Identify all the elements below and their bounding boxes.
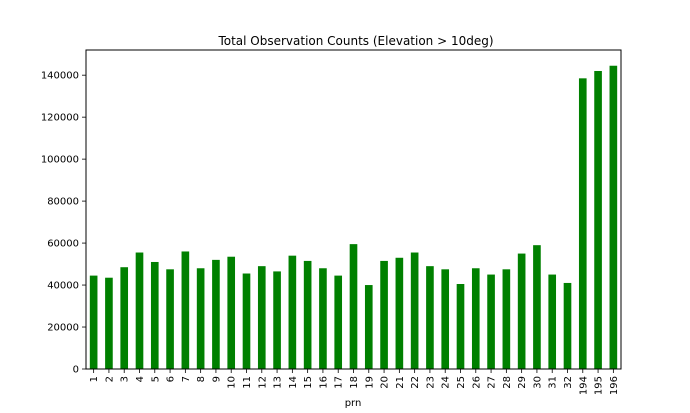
bar-prn-12 [257, 266, 266, 369]
bar-prn-10 [227, 256, 236, 369]
x-tick-label: 1 [89, 376, 100, 382]
bar-prn-194 [578, 78, 587, 369]
y-axis: 0 20000 40000 60000 80000 100000 120000 140000 [41, 71, 86, 376]
x-tick-label: 16 [318, 376, 329, 389]
bar-prn-195 [594, 70, 602, 370]
bar-prn-9 [212, 259, 220, 369]
bar-prn-8 [196, 268, 205, 369]
x-tick-label: 11 [242, 376, 253, 389]
bar-prn-26 [471, 268, 480, 369]
bar-prn-20 [380, 260, 388, 369]
x-tick-label: 20 [380, 376, 391, 389]
bar-prn-27 [487, 274, 495, 369]
x-tick-label: 29 [517, 376, 528, 389]
bar-prn-13 [273, 271, 281, 369]
x-tick-label: 19 [364, 376, 375, 389]
bar-prn-7 [181, 251, 190, 369]
x-tick-label: 5 [150, 376, 161, 382]
x-tick-label: 30 [532, 376, 543, 389]
x-tick-label: 14 [288, 376, 299, 389]
x-tick-label: 32 [563, 376, 574, 389]
x-tick-label: 28 [502, 376, 513, 389]
x-tick-label: 13 [273, 376, 284, 389]
x-tick-label: 8 [196, 376, 207, 382]
plot-frame [85, 49, 622, 370]
x-tick-label: 23 [425, 376, 436, 389]
x-tick-label: 25 [456, 376, 467, 389]
bar-prn-16 [319, 268, 327, 369]
bar-prn-5 [150, 261, 159, 369]
y-tick-label: 20000 [47, 323, 79, 334]
x-tick-label: 15 [303, 376, 314, 389]
x-tick-label: 31 [548, 376, 559, 389]
y-tick-label: 60000 [47, 239, 79, 250]
bars-group [89, 65, 618, 370]
x-tick-label: 27 [487, 376, 498, 389]
bar-prn-1 [89, 275, 98, 369]
bar-prn-19 [364, 285, 373, 369]
bar-prn-28 [502, 269, 511, 369]
bar-prn-29 [517, 253, 526, 369]
x-tick-label: 24 [441, 376, 452, 389]
y-tick-label: 100000 [41, 155, 79, 166]
bar-prn-25 [456, 284, 465, 369]
bar-prn-6 [166, 269, 174, 369]
y-tick-label: 120000 [41, 113, 79, 124]
x-tick-label: 21 [395, 376, 406, 389]
x-tick-label: 196 [609, 376, 620, 395]
x-tick-label: 9 [211, 376, 222, 382]
bar-prn-31 [548, 274, 557, 369]
x-tick-label: 18 [349, 376, 360, 389]
x-tick-label: 12 [257, 376, 268, 389]
bar-prn-21 [395, 257, 404, 369]
x-tick-label: 17 [334, 376, 345, 389]
bar-prn-24 [441, 269, 450, 369]
x-tick-label: 6 [166, 376, 177, 382]
bar-prn-23 [426, 266, 434, 369]
x-tick-label: 194 [578, 376, 589, 395]
x-tick-label: 195 [594, 376, 605, 395]
x-tick-label: 26 [471, 376, 482, 389]
bar-prn-17 [334, 275, 343, 369]
x-tick-label: 10 [227, 376, 238, 389]
bar-prn-3 [120, 267, 129, 369]
x-tick-label: 4 [135, 376, 146, 382]
bar-prn-11 [242, 273, 251, 369]
bar-prn-22 [410, 252, 419, 369]
chart-title: Total Observation Counts (Elevation > 10… [217, 34, 493, 48]
bar-prn-15 [303, 260, 312, 369]
bar-prn-14 [288, 255, 297, 369]
y-tick-label: 40000 [47, 281, 79, 292]
bar-prn-18 [349, 244, 358, 369]
x-tick-label: 7 [181, 376, 192, 382]
y-tick-label: 140000 [41, 71, 79, 82]
bar-prn-32 [563, 282, 572, 369]
bar-prn-30 [533, 245, 541, 369]
bar-prn-196 [609, 65, 618, 370]
y-tick-label: 80000 [47, 197, 79, 208]
x-axis: 1 2 3 4 5 6 7 8 9 10 11 12 13 14 15 16 17 18 19 20 21 22 23 24 2… [89, 369, 620, 395]
bar-prn-4 [135, 252, 144, 369]
x-axis-label: prn [345, 398, 362, 409]
x-tick-label: 3 [120, 376, 131, 382]
x-tick-label: 2 [104, 376, 115, 382]
x-tick-label: 22 [410, 376, 421, 389]
bar-prn-2 [105, 277, 113, 369]
y-tick-label: 0 [73, 365, 79, 376]
